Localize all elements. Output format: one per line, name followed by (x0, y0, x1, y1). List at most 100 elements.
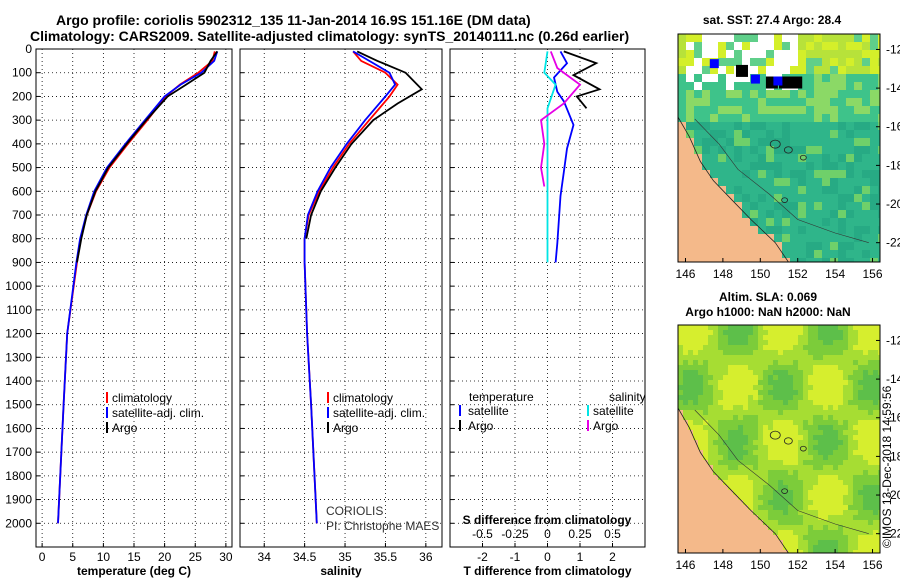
sst-map-ytick-label: -14 (886, 81, 900, 95)
depth-tick-label: 2000 (5, 516, 32, 530)
salinity-panel-legend-label: satellite-adj. clim. (333, 406, 425, 420)
difference-legend-right-label: Argo (593, 419, 619, 433)
sla-map-xtick-label: 152 (788, 558, 808, 572)
salinity-panel-frame (239, 48, 443, 548)
temperature-panel-xtick-label: 30 (219, 550, 233, 564)
salinity-annotation-1: CORIOLIS (326, 504, 383, 518)
temperature-panel-xtick-label: 25 (189, 550, 203, 564)
sla-map-coastline (678, 407, 789, 553)
sla-map-field (678, 325, 880, 553)
difference-panel-x2tick-label: 0 (544, 527, 551, 541)
sst-map-frame (677, 33, 881, 263)
sst-map-reef-island (769, 139, 781, 149)
sla-map-reef-island (799, 445, 807, 452)
sla-map-xtick-label: 146 (675, 558, 695, 572)
depth-tick-label: 1500 (5, 398, 32, 412)
salinity-panel-xtick-label: 35 (338, 550, 352, 564)
sla-map-ytick-label: -12 (886, 333, 900, 347)
difference-panel-x2tick-label: 0.5 (604, 527, 621, 541)
difference-panel-x2label: S difference from climatology (463, 513, 632, 527)
depth-tick-label: 1000 (5, 279, 32, 293)
sst-map-xtick-label: 156 (863, 267, 883, 281)
sla-map-reef-island (781, 488, 789, 494)
sst-map-title: sat. SST: 27.4 Argo: 28.4 (703, 13, 842, 27)
sla-map-reef-island (769, 430, 781, 440)
salinity-panel-xtick-label: 34.5 (293, 550, 317, 564)
sst-map-ytick-label: -16 (886, 120, 900, 134)
difference-legend-salinity-header: salinity (609, 390, 646, 404)
depth-tick-label: 900 (12, 255, 32, 269)
sst-map-shelf-outline (694, 118, 869, 243)
sla-map-frame (677, 324, 881, 554)
sst-map (677, 33, 881, 263)
difference-panel-x2tick-label: 0.25 (568, 527, 592, 541)
salinity-panel-legend-label: climatology (333, 391, 393, 405)
sst-map-ytick-label: -12 (886, 42, 900, 56)
difference-panel-series-t-satellite (553, 50, 575, 263)
sst-map-reef-island (799, 154, 807, 161)
sst-missing-patch (790, 76, 803, 89)
sst-map-ytick-label: -22 (886, 236, 900, 250)
sla-map-ytick-label: -18 (886, 449, 900, 463)
sla-map-xtick-label: 150 (750, 558, 770, 572)
credit-text: ©IMOS 13-Dec-2018 14:59:56 (880, 385, 894, 548)
difference-panel-series-t-argo (563, 50, 602, 109)
sst-map-reef-island (781, 197, 789, 203)
sst-map-reef-island (783, 146, 793, 154)
temperature-panel-xtick-label: 0 (39, 550, 46, 564)
depth-tick-label: 800 (12, 232, 32, 246)
depth-tick-label: 200 (12, 89, 32, 103)
depth-tick-label: 1100 (6, 303, 32, 317)
temperature-panel-legend-label: Argo (112, 421, 138, 435)
sla-map-title: Altim. SLA: 0.069 (719, 290, 817, 304)
salinity-panel-series-satellite-adj--clim- (303, 50, 397, 524)
temperature-panel-xtick-label: 15 (127, 550, 141, 564)
sst-cold-patch (750, 74, 760, 84)
difference-panel-xtick-label: 2 (609, 550, 616, 564)
depth-tick-label: 1300 (5, 350, 32, 364)
depth-tick-label: 1200 (5, 327, 32, 341)
difference-panel-xtick-label: 1 (577, 550, 584, 564)
difference-panel-x2tick-label: -0.25 (501, 527, 529, 541)
sst-map-xtick-label: 152 (788, 267, 808, 281)
sla-map-shelf-outline (694, 409, 869, 534)
sla-map (677, 324, 881, 554)
depth-tick-label: 0 (25, 42, 32, 56)
difference-legend-left-label: satellite (468, 404, 509, 418)
sla-map-subtitle: Argo h1000: NaN h2000: NaN (685, 305, 850, 319)
depth-tick-label: 1700 (5, 445, 32, 459)
temperature-panel-xlabel: temperature (deg C) (77, 564, 191, 578)
depth-tick-label: 1400 (5, 374, 32, 388)
depth-tick-label: 1900 (5, 493, 32, 507)
depth-tick-label: 400 (12, 137, 32, 151)
salinity-panel-series-argo (305, 50, 424, 239)
sst-map-xtick-label: 146 (675, 267, 695, 281)
sla-map-ytick-label: -20 (886, 488, 900, 502)
depth-tick-label: 1800 (5, 469, 32, 483)
sst-map-field (678, 34, 880, 262)
sla-map-ytick-label: -22 (886, 527, 900, 541)
salinity-panel-xlabel: salinity (320, 564, 362, 578)
difference-panel-xlabel: T difference from climatology (463, 564, 631, 578)
depth-tick-label: 1600 (5, 421, 32, 435)
temperature-panel-series-argo (76, 50, 219, 263)
sla-map-xtick-label: 156 (863, 558, 883, 572)
temperature-panel-legend-label: satellite-adj. clim. (112, 406, 204, 420)
difference-panel-series-s-argo (540, 51, 582, 187)
temperature-panel-series-satellite-adj--clim- (57, 51, 219, 524)
temperature-panel-legend-label: climatology (112, 391, 172, 405)
sla-map-ytick-label: -16 (886, 411, 900, 425)
sst-map-ytick-label: -20 (886, 197, 900, 211)
salinity-panel-xtick-label: 35.5 (374, 550, 398, 564)
depth-tick-label: 500 (12, 161, 32, 175)
sst-map-ytick-label: -18 (886, 158, 900, 172)
sla-map-reef-island (783, 437, 793, 445)
sla-map-xtick-label: 154 (825, 558, 845, 572)
difference-legend-temperature-header: temperature (469, 390, 534, 404)
difference-panel-xtick-label: -1 (510, 550, 521, 564)
sst-map-xtick-label: 150 (750, 267, 770, 281)
difference-panel-series-s-satellite (543, 51, 557, 263)
sst-map-coastline (678, 116, 789, 262)
sst-cold-patch (709, 59, 719, 69)
